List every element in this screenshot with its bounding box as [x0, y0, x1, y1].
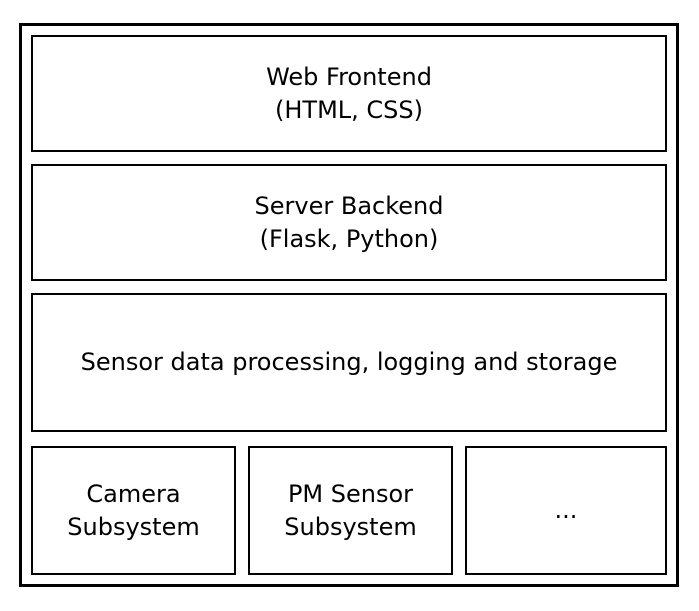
subsystem-pm-line1: PM Sensor — [284, 478, 416, 510]
layer-frontend-title: Web Frontend — [266, 61, 432, 93]
subsystem-camera: Camera Subsystem — [31, 446, 236, 575]
layer-frontend: Web Frontend (HTML, CSS) — [31, 35, 667, 152]
subsystem-pm-line2: Subsystem — [284, 511, 416, 543]
layer-backend: Server Backend (Flask, Python) — [31, 164, 667, 281]
layer-backend-sub: (Flask, Python) — [255, 223, 444, 255]
layer-backend-title: Server Backend — [255, 190, 444, 222]
layer-processing: Sensor data processing, logging and stor… — [31, 293, 667, 432]
layer-processing-title: Sensor data processing, logging and stor… — [81, 346, 618, 378]
subsystem-pm-sensor: PM Sensor Subsystem — [248, 446, 453, 575]
subsystem-camera-line2: Subsystem — [67, 511, 199, 543]
architecture-diagram: Web Frontend (HTML, CSS) Server Backend … — [0, 0, 699, 611]
subsystem-more-label: ... — [555, 494, 578, 526]
layer-frontend-sub: (HTML, CSS) — [266, 94, 432, 126]
subsystem-more: ... — [465, 446, 667, 575]
subsystem-camera-line1: Camera — [67, 478, 199, 510]
